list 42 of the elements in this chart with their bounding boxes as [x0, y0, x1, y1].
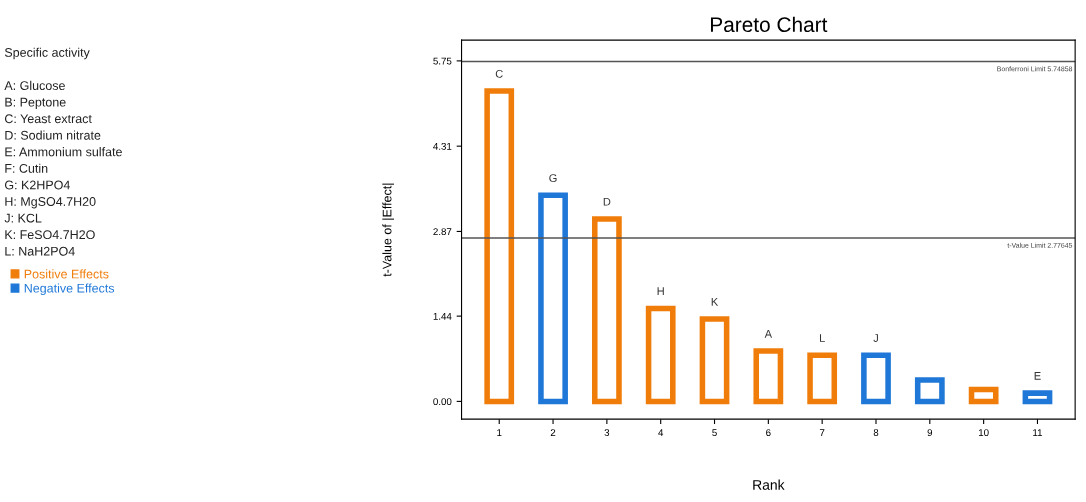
x-tick-label: 3 [604, 429, 610, 437]
x-tick-label: 2 [550, 429, 556, 436]
text: A: Glucose [4, 80, 65, 90]
data-label: E [1034, 372, 1041, 380]
text: G: K2HPO4 [4, 180, 70, 190]
x-tick-label: 6 [766, 429, 771, 437]
text: E: Ammonium sulfate [5, 147, 122, 157]
data-label: H [657, 287, 664, 296]
y-tick-label: 5.75 [433, 57, 452, 65]
legend-label: Positive Effects [24, 269, 109, 279]
text: D: Sodium nitrate [5, 130, 101, 140]
text: F: Cutin [5, 163, 48, 173]
text: H: MgSO4.7H20 [5, 197, 96, 209]
x-tick-label: 4 [658, 429, 664, 436]
chart-title: Pareto Chart [711, 16, 828, 33]
text: Specific activity [4, 47, 90, 60]
text: B: Peptone [5, 97, 66, 110]
data-label: A [764, 330, 773, 338]
data-label: G [549, 174, 557, 183]
data-label: C [495, 69, 503, 78]
text: L: NaH2PO4 [5, 246, 75, 256]
text: C: Yeast extract [4, 114, 92, 124]
x-tick-label: 7 [819, 429, 825, 436]
text: J: KCL [4, 213, 42, 223]
x-axis-title: Rank [753, 479, 785, 490]
x-tick-label: 9 [927, 429, 933, 437]
x-tick-label: 8 [873, 429, 879, 437]
y-axis-title: t-Value of |Effect| [382, 183, 395, 277]
x-tick-label: 1 [497, 429, 502, 436]
x-tick-label: 11 [1033, 429, 1043, 436]
data-label: L [819, 334, 825, 342]
data-label: J [873, 334, 878, 342]
data-label: K [711, 298, 719, 306]
data-label: D [603, 197, 611, 206]
x-tick-label: 5 [712, 429, 717, 437]
y-tick-label: 1.44 [433, 312, 452, 320]
y-tick-label: 4.31 [433, 142, 452, 150]
x-tick-label: 10 [978, 429, 989, 437]
legend-label: Negative Effects [24, 283, 115, 296]
y-tick-label: 2.87 [433, 228, 452, 236]
y-tick-label: 0.00 [433, 398, 452, 406]
text: K: FeSO4.7H2O [5, 230, 95, 240]
